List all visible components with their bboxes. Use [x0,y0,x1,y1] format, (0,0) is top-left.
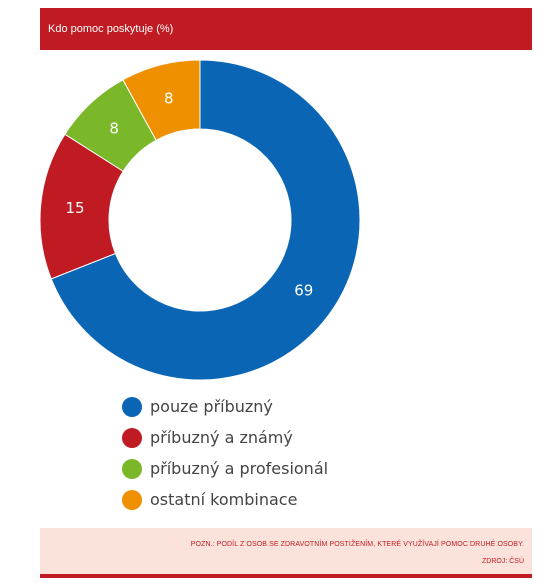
slice-value-label: 15 [66,199,85,217]
slice-value-label: 8 [109,120,119,138]
donut-chart: 69 15 8 8 [40,60,361,381]
chart-title: Kdo pomoc poskytuje (%) [48,23,174,35]
chart-header: Kdo pomoc poskytuje (%) [40,8,532,50]
slice-value-label: 8 [164,89,174,107]
legend-swatch [122,397,142,417]
slice-value-label: 69 [294,282,313,300]
source-note: Zdroj: ČSÚ [482,558,524,565]
footnote: Pozn.: Podíl z osob se zdravotním postiž… [190,541,524,548]
donut-slice [122,60,201,141]
donut-slice [50,60,361,381]
legend-label: ostatní kombinace [150,490,298,509]
legend-label: pouze příbuzný [150,397,273,416]
legend-swatch [122,428,142,448]
legend-label: příbuzný a známý [150,428,293,447]
chart-footer: Pozn.: Podíl z osob se zdravotním postiž… [40,528,532,578]
legend-label: příbuzný a profesionál [150,459,329,478]
legend-swatch [122,490,142,510]
legend-swatch [122,459,142,479]
chart-panel: Kdo pomoc poskytuje (%) 69 15 8 8 pouze pří… [40,8,532,578]
